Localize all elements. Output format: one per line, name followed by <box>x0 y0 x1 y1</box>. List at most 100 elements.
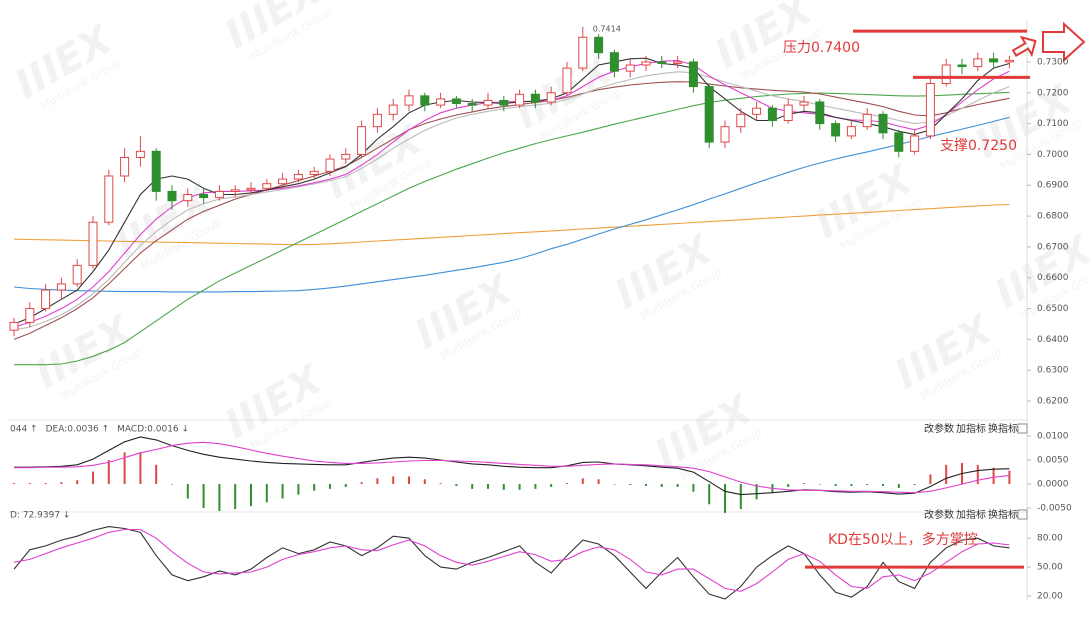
y-tick-label: 0.6400 <box>1037 335 1069 345</box>
macd-bar <box>502 484 505 490</box>
candle-body <box>404 95 414 106</box>
candle-body <box>736 113 746 128</box>
toolbar-button[interactable]: 加指标 <box>956 508 986 521</box>
candle-body <box>41 289 51 310</box>
macd-bar <box>329 484 331 489</box>
macd-bar <box>581 478 584 485</box>
candle-body <box>815 101 825 125</box>
candle-body <box>56 283 66 291</box>
candle-body <box>1004 59 1014 63</box>
candle-body <box>104 175 114 223</box>
candle-body <box>910 135 920 152</box>
y-tick-label: 0.7000 <box>1037 150 1069 160</box>
macd-bar <box>13 483 15 485</box>
candle-body <box>973 58 983 68</box>
y-tick-label: 50.00 <box>1037 563 1063 573</box>
macd-bar <box>708 484 711 505</box>
candle-body <box>420 95 430 106</box>
candle-body <box>767 107 777 122</box>
macd-bar <box>218 484 221 511</box>
candle-body <box>831 123 841 137</box>
candle-body <box>688 61 698 88</box>
macd-bar <box>724 484 726 513</box>
macd-bar <box>882 484 884 486</box>
candle-body <box>467 103 477 106</box>
candle-body <box>704 86 714 143</box>
macd-bar <box>250 484 252 507</box>
macd-bar <box>344 484 347 487</box>
candle-body <box>641 61 651 66</box>
toolbar-icon <box>1017 509 1028 520</box>
macd-bar <box>676 484 679 487</box>
candle-body <box>372 113 382 128</box>
candle-body <box>609 52 619 72</box>
macd-bar <box>613 484 616 485</box>
y-tick-label: 20.00 <box>1037 592 1063 602</box>
macd-bar <box>834 484 837 486</box>
macd-bar <box>155 464 158 485</box>
macd-bar <box>60 482 63 485</box>
candle-body <box>878 113 888 134</box>
macd-bar <box>945 464 948 485</box>
indicator-header: DEA:0.0036 ↑ <box>46 425 110 435</box>
indicator-line <box>13 528 1010 592</box>
candle-body <box>894 132 904 152</box>
macd-bar <box>234 484 237 510</box>
macd-bar <box>44 483 47 485</box>
macd-bar <box>455 484 458 486</box>
candle-body <box>925 83 935 137</box>
macd-bar <box>787 484 790 487</box>
macd-bar <box>186 484 189 499</box>
candle-body <box>309 170 319 175</box>
macd-bar <box>913 484 916 486</box>
macd-bar <box>660 484 663 487</box>
macd-bar <box>976 464 979 485</box>
candle-body <box>989 58 999 63</box>
indicator-header: D: 72.9397 ↓ <box>10 511 70 521</box>
candle-body <box>9 321 19 331</box>
macd-bar <box>202 484 205 509</box>
toolbar-button[interactable]: 改参数 <box>924 422 954 435</box>
toolbar-button[interactable]: 换指标 <box>988 508 1018 521</box>
candle-body <box>862 113 872 128</box>
candle-body <box>846 126 856 137</box>
indicator-line <box>13 526 1010 600</box>
candle-body <box>483 99 493 106</box>
y-tick-label: 0.0050 <box>1037 456 1069 466</box>
toolbar-button[interactable]: 加指标 <box>956 422 986 435</box>
candle-body <box>72 264 82 285</box>
y-tick-label: 0.0100 <box>1037 432 1069 442</box>
macd-bar <box>281 484 284 499</box>
candle-body <box>167 190 177 202</box>
macd-bar <box>408 476 410 485</box>
candle-body <box>799 101 809 106</box>
macd-bar <box>518 484 521 490</box>
candle-body <box>357 126 367 155</box>
indicator-line <box>13 116 1010 293</box>
candle-body <box>293 173 303 180</box>
toolbar-button[interactable]: 换指标 <box>988 422 1018 435</box>
y-tick-label: 0.6200 <box>1037 397 1069 407</box>
macd-bar <box>755 484 758 500</box>
indicator-line <box>14 436 1010 496</box>
macd-bar <box>1008 470 1011 485</box>
y-tick-label: -0.0050 <box>1037 504 1072 514</box>
candle-body <box>278 178 288 185</box>
macd-bar <box>76 480 79 485</box>
macd-bar <box>487 484 489 489</box>
macd-bar <box>692 484 695 492</box>
macd-bar <box>392 476 395 485</box>
macd-bar <box>929 474 932 485</box>
candle-body <box>436 98 446 106</box>
macd-bar <box>629 484 632 486</box>
toolbar-button[interactable]: 改参数 <box>924 508 954 521</box>
macd-bar <box>550 484 553 487</box>
y-tick-label: 0.6700 <box>1037 242 1069 252</box>
macd-bar <box>123 452 126 485</box>
